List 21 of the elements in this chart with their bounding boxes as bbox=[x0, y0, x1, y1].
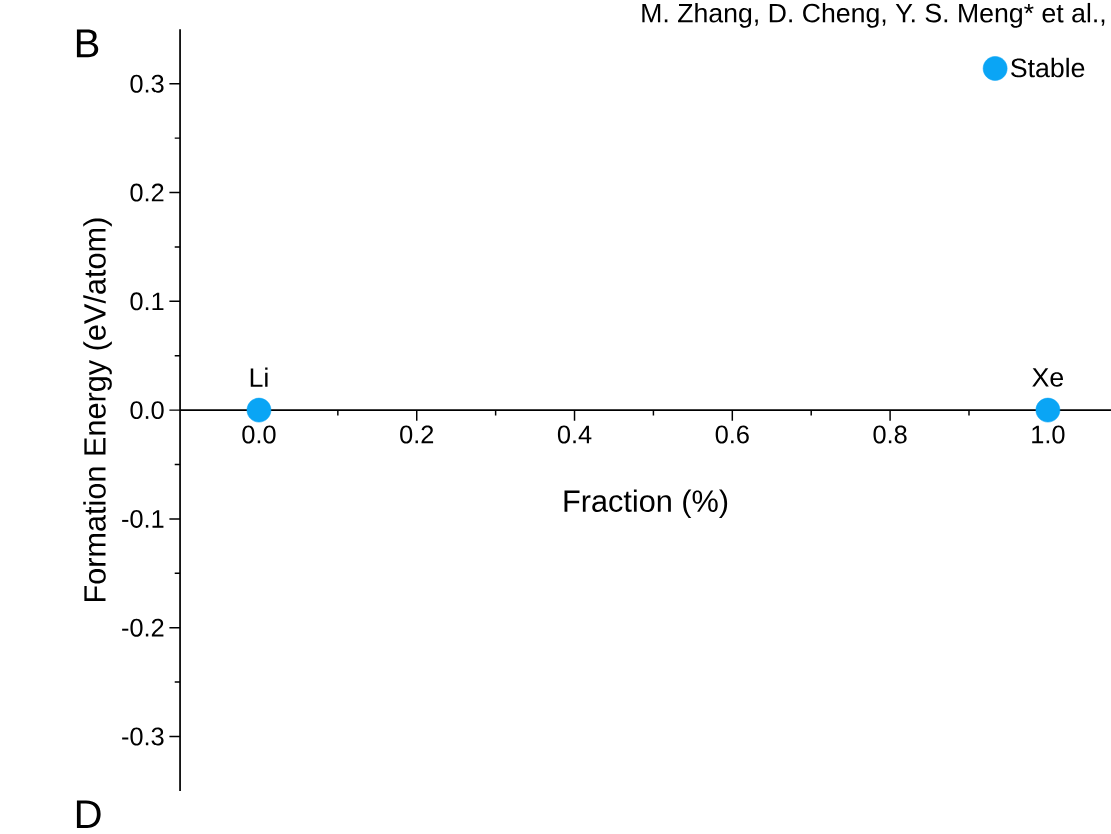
y-tick-label: 0.1 bbox=[130, 292, 164, 311]
text: M. Zhang, D. Cheng, Y. S. Meng* et al., bbox=[642, 3, 1105, 29]
y-axis-title: Formation Energy (eV/atom) bbox=[83, 218, 112, 602]
y-tick-label: 0.2 bbox=[130, 183, 164, 202]
x-tick-label: 0.8 bbox=[873, 425, 907, 444]
x-tick-label: 0.0 bbox=[242, 425, 276, 444]
y-tick-label: 0.0 bbox=[130, 401, 164, 420]
text: B bbox=[76, 29, 99, 58]
y-tick-label: -0.1 bbox=[122, 510, 164, 529]
annotation: Xe bbox=[1032, 368, 1063, 387]
annotation: Li bbox=[250, 367, 268, 387]
x-tick-label: 0.4 bbox=[557, 425, 592, 444]
legend-label: Stable bbox=[1011, 58, 1085, 78]
y-tick-label: -0.3 bbox=[122, 727, 164, 746]
y-tick-label: 0.3 bbox=[130, 74, 164, 93]
x-tick-label: 1.0 bbox=[1032, 425, 1065, 444]
x-axis-title: Fraction (%) bbox=[564, 489, 728, 519]
text: D bbox=[76, 800, 101, 829]
x-tick-label: 0.6 bbox=[715, 425, 749, 444]
y-tick-label: -0.2 bbox=[122, 618, 164, 637]
x-tick-label: 0.2 bbox=[400, 425, 434, 444]
